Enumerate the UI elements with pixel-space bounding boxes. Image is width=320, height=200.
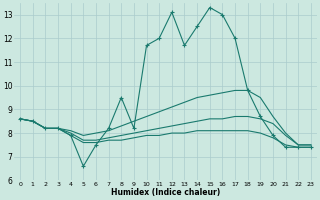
X-axis label: Humidex (Indice chaleur): Humidex (Indice chaleur) <box>111 188 220 197</box>
